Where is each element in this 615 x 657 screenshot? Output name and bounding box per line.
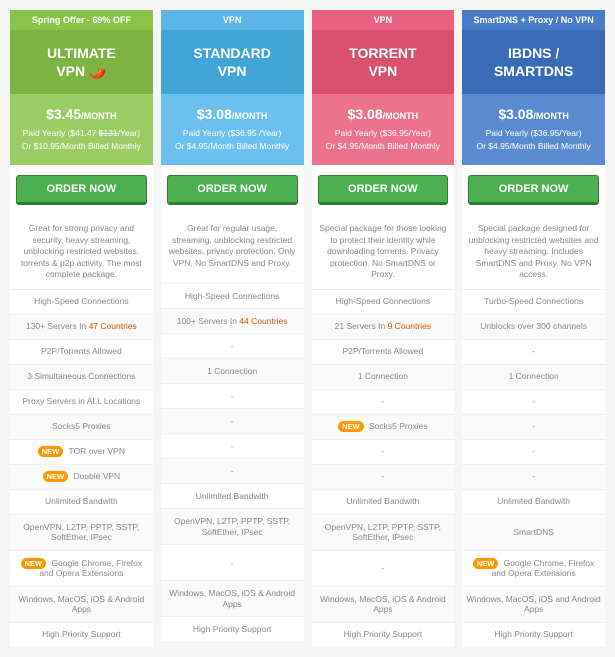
feature-row: Unlimited Bandwith [462, 489, 605, 514]
feature-row: 1 Connection [161, 358, 304, 383]
pricing-column: Spring Offer - 69% OFFULTIMATEVPN 🌶️$3.4… [10, 10, 153, 647]
pricing-column: VPNTORRENTVPN $3.08/MONTH Paid Yearly ($36… [312, 10, 455, 647]
feature-row: NEW Google Chrome, Firefox and Opera Ext… [10, 550, 153, 586]
plan-yearly-text: Paid Yearly ($36.95/Year) [466, 128, 601, 138]
plan-header: Spring Offer - 69% OFFULTIMATEVPN 🌶️$3.4… [10, 10, 153, 165]
plan-price: $3.08/MONTH [466, 106, 601, 122]
feature-row: Socks5 Proxies [10, 414, 153, 439]
feature-row: - [462, 464, 605, 489]
plan-price: $3.45/MONTH [14, 106, 149, 122]
feature-row: - [161, 433, 304, 458]
order-now-button[interactable]: ORDER NOW [468, 175, 599, 205]
feature-row: SmartDNS [462, 514, 605, 550]
feature-row: 3 Simultaneous Connections [10, 364, 153, 389]
feature-row: Unlimited Bandwith [161, 483, 304, 508]
order-now-button[interactable]: ORDER NOW [167, 175, 298, 205]
plan-yearly-text: Paid Yearly ($36.95 /Year) [165, 128, 300, 138]
pricing-column: SmartDNS + Proxy / No VPNIBDNS /SMARTDNS… [462, 10, 605, 647]
plan-title: ULTIMATEVPN 🌶️ [10, 30, 153, 94]
feature-row: High-Speed Connections [312, 289, 455, 314]
feature-row: NEW Double VPN [10, 464, 153, 489]
feature-row: - [312, 550, 455, 586]
plan-price-block: $3.08/MONTH Paid Yearly ($36.95 /Year) Or … [161, 94, 304, 165]
plan-price: $3.08/MONTH [165, 106, 300, 122]
feature-row: Unlimited Bandwith [10, 489, 153, 514]
feature-row: - [161, 544, 304, 580]
feature-row: High Priority Support [312, 622, 455, 647]
feature-row: - [462, 439, 605, 464]
pricing-grid: Spring Offer - 69% OFFULTIMATEVPN 🌶️$3.4… [10, 10, 605, 647]
plan-description: Special package designed for unblocking … [462, 215, 605, 288]
feature-row: P2P/Torrents Allowed [312, 339, 455, 364]
feature-row: 100+ Servers In 44 Countries [161, 308, 304, 333]
feature-row: - [312, 439, 455, 464]
feature-row: 1 Connection [312, 364, 455, 389]
feature-row: High-Speed Connections [10, 289, 153, 314]
feature-row: OpenVPN, L2TP, PPTP, SSTP, SoftEther, IP… [10, 514, 153, 550]
plan-price-block: $3.08/MONTH Paid Yearly ($36.95/Year) Or $… [312, 94, 455, 165]
feature-row: 21 Servers In 9 Countries [312, 314, 455, 339]
plan-price: $3.08/MONTH [316, 106, 451, 122]
plan-monthly-text: Or $4.95/Month Billed Monthly [466, 141, 601, 151]
feature-row: NEW Socks5 Proxies [312, 414, 455, 439]
plan-price-block: $3.45/MONTH Paid Yearly ($41.47 $131/Year… [10, 94, 153, 165]
order-button-wrap: ORDER NOW [10, 165, 153, 215]
feature-row: P2P/Torrents Allowed [10, 339, 153, 364]
feature-row: - [161, 408, 304, 433]
plan-title: TORRENTVPN [312, 30, 455, 94]
plan-price-block: $3.08/MONTH Paid Yearly ($36.95/Year) Or $… [462, 94, 605, 165]
feature-row: 130+ Servers In 47 Countries [10, 314, 153, 339]
plan-offer-badge: Spring Offer - 69% OFF [10, 10, 153, 30]
feature-row: High Priority Support [462, 622, 605, 647]
plan-yearly-text: Paid Yearly ($41.47 $131/Year) [14, 128, 149, 138]
feature-row: High-Speed Connections [161, 283, 304, 308]
feature-row: - [312, 464, 455, 489]
feature-row: NEW Google Chrome, Firefox and Opera Ext… [462, 550, 605, 586]
feature-row: Turbo-Speed Connections [462, 289, 605, 314]
feature-row: Proxy Servers in ALL Locations [10, 389, 153, 414]
plan-header: VPNTORRENTVPN $3.08/MONTH Paid Yearly ($36… [312, 10, 455, 165]
pricing-column: VPNSTANDARDVPN $3.08/MONTH Paid Yearly ($3… [161, 10, 304, 647]
feature-row: - [462, 414, 605, 439]
feature-row: - [161, 383, 304, 408]
feature-row: - [161, 458, 304, 483]
plan-description: Special package for those looking to pro… [312, 215, 455, 288]
plan-header: SmartDNS + Proxy / No VPNIBDNS /SMARTDNS… [462, 10, 605, 165]
feature-row: Windows, MacOS, iOS & Android Apps [161, 580, 304, 616]
feature-row: 1 Connection [462, 364, 605, 389]
order-now-button[interactable]: ORDER NOW [16, 175, 147, 205]
plan-title: STANDARDVPN [161, 30, 304, 94]
order-button-wrap: ORDER NOW [312, 165, 455, 215]
order-button-wrap: ORDER NOW [161, 165, 304, 215]
plan-offer-badge: SmartDNS + Proxy / No VPN [462, 10, 605, 30]
feature-row: - [161, 333, 304, 358]
feature-row: Unlimited Bandwith [312, 489, 455, 514]
feature-row: - [312, 389, 455, 414]
feature-row: OpenVPN, L2TP, PPTP, SSTP, SoftEther, IP… [312, 514, 455, 550]
plan-description: Great for strong privacy and security, h… [10, 215, 153, 288]
plan-yearly-text: Paid Yearly ($36.95/Year) [316, 128, 451, 138]
plan-monthly-text: Or $4.95/Month Billed Monthly [316, 141, 451, 151]
feature-row: Windows, MacOS, iOS & Android Apps [312, 586, 455, 622]
feature-row: - [462, 389, 605, 414]
plan-monthly-text: Or $10.95/Month Billed Monthly [14, 141, 149, 151]
plan-header: VPNSTANDARDVPN $3.08/MONTH Paid Yearly ($3… [161, 10, 304, 165]
feature-row: Windows, MacOS, iOS & Android Apps [10, 586, 153, 622]
plan-monthly-text: Or $4.95/Month Billed Monthly [165, 141, 300, 151]
order-now-button[interactable]: ORDER NOW [318, 175, 449, 205]
plan-title: IBDNS /SMARTDNS [462, 30, 605, 94]
feature-row: NEW TOR over VPN [10, 439, 153, 464]
feature-row: Unblocks over 300 channels [462, 314, 605, 339]
plan-description: Great for regular usage, streaming, unbl… [161, 215, 304, 283]
feature-row: OpenVPN, L2TP, PPTP, SSTP, SoftEther, IP… [161, 508, 304, 544]
plan-offer-badge: VPN [161, 10, 304, 30]
feature-row: High Priority Support [10, 622, 153, 647]
order-button-wrap: ORDER NOW [462, 165, 605, 215]
feature-row: - [462, 339, 605, 364]
feature-row: Windows, MacOS, iOS and Android Apps [462, 586, 605, 622]
feature-row: High Priority Support [161, 616, 304, 641]
plan-offer-badge: VPN [312, 10, 455, 30]
